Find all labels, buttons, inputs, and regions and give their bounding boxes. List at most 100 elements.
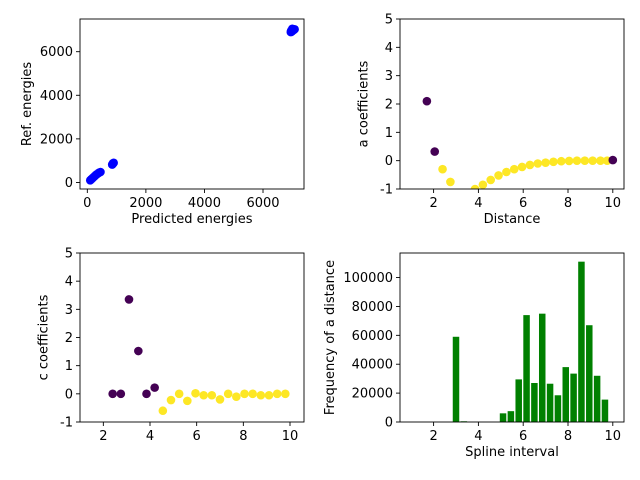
y-tick-label: 6000 bbox=[40, 45, 73, 60]
data-point bbox=[215, 395, 225, 404]
data-point bbox=[509, 164, 519, 174]
y-tick-label: 40000 bbox=[352, 358, 393, 373]
data-point bbox=[183, 396, 192, 406]
plot-area-2 bbox=[422, 96, 618, 189]
data-point bbox=[223, 389, 233, 399]
data-point bbox=[494, 171, 503, 180]
data-point bbox=[134, 346, 143, 356]
axes-frame bbox=[79, 18, 305, 190]
bar bbox=[593, 375, 601, 422]
x-tick-label: 6 bbox=[519, 429, 527, 444]
data-point bbox=[174, 389, 184, 399]
y-tick-label: 5 bbox=[385, 13, 393, 28]
data-point bbox=[142, 389, 151, 399]
x-tick-label: 8 bbox=[239, 429, 247, 444]
x-axis-label: Predicted energies bbox=[131, 212, 252, 227]
bar bbox=[531, 383, 538, 422]
data-point bbox=[430, 147, 440, 156]
y-axis-label: a coefficients bbox=[356, 60, 371, 147]
bar bbox=[523, 315, 530, 422]
data-point bbox=[588, 156, 597, 165]
data-point bbox=[232, 392, 241, 401]
y-tick-label: 100000 bbox=[343, 271, 393, 286]
subplot-4: 2 4 6 8 10 0 20000 40000 60000 80000 100000 Spline … bbox=[323, 252, 625, 460]
data-point bbox=[438, 164, 447, 174]
data-point bbox=[286, 26, 296, 36]
y-tick-label: 0 bbox=[65, 176, 73, 191]
data-point bbox=[207, 390, 217, 400]
bar bbox=[570, 373, 577, 422]
x-tick-label: 6 bbox=[193, 429, 201, 444]
y-tick-label: 1 bbox=[65, 359, 73, 374]
data-point bbox=[541, 158, 550, 167]
x-tick-label: 0 bbox=[83, 196, 91, 211]
data-point bbox=[572, 156, 582, 165]
data-point bbox=[272, 389, 282, 399]
y-tick-label: 5 bbox=[65, 247, 73, 262]
subplot-3: 2 4 6 8 10 -1 0 1 2 3 4 5 c coefficients bbox=[36, 247, 305, 444]
x-tick-label: 2 bbox=[429, 196, 437, 211]
data-point bbox=[502, 167, 511, 177]
data-point bbox=[158, 406, 168, 416]
data-point bbox=[199, 390, 208, 400]
y-tick-label: 4000 bbox=[40, 89, 73, 104]
x-axis-label: Spline interval bbox=[465, 445, 559, 460]
data-point bbox=[564, 156, 574, 166]
y-tick-label: -1 bbox=[60, 416, 73, 431]
bar bbox=[578, 261, 585, 422]
data-point bbox=[596, 156, 605, 165]
data-point bbox=[556, 156, 566, 166]
x-tick-label: 4 bbox=[474, 196, 482, 211]
data-point bbox=[478, 180, 488, 189]
y-tick-label: 4 bbox=[65, 275, 73, 290]
x-tick-label: 4000 bbox=[188, 196, 221, 211]
data-point bbox=[116, 389, 126, 399]
x-tick-label: 4 bbox=[474, 429, 482, 444]
data-point bbox=[248, 389, 257, 399]
bar bbox=[546, 383, 554, 422]
data-point bbox=[150, 383, 159, 392]
y-tick-label: 60000 bbox=[352, 329, 393, 344]
plot-area-3 bbox=[108, 295, 290, 416]
y-tick-label: 2 bbox=[65, 331, 73, 346]
data-point bbox=[166, 395, 176, 405]
y-axis-label: c coefficients bbox=[36, 294, 51, 380]
data-point bbox=[608, 155, 618, 165]
x-tick-label: 2 bbox=[429, 429, 437, 444]
axes-frame bbox=[399, 252, 625, 423]
y-tick-label: 80000 bbox=[352, 300, 393, 315]
data-point bbox=[264, 390, 274, 400]
plot-area-1 bbox=[85, 24, 299, 185]
bar bbox=[515, 379, 522, 422]
y-axis-label: Ref. energies bbox=[20, 62, 35, 147]
y-tick-label: 0 bbox=[385, 416, 393, 431]
x-axis-label: Distance bbox=[484, 212, 541, 227]
subplot-2: 2 4 6 8 10 -1 0 1 2 3 4 5 Distance a coefficients bbox=[356, 13, 625, 227]
data-point bbox=[549, 157, 558, 167]
y-tick-label: 1 bbox=[385, 126, 393, 141]
bar bbox=[601, 399, 609, 422]
data-point bbox=[108, 389, 117, 399]
x-tick-label: 8 bbox=[564, 196, 572, 211]
data-point bbox=[486, 175, 496, 185]
bar bbox=[554, 395, 562, 422]
data-point bbox=[446, 177, 455, 187]
bar bbox=[499, 413, 507, 422]
x-tick-label: 8 bbox=[564, 429, 572, 444]
data-point bbox=[96, 167, 105, 177]
y-tick-label: 0 bbox=[65, 387, 73, 402]
y-axis-label: Frequency of a distance bbox=[323, 260, 338, 415]
y-tick-label: 3 bbox=[65, 303, 73, 318]
data-point bbox=[108, 158, 118, 168]
y-tick-label: 2000 bbox=[40, 132, 73, 147]
data-point bbox=[517, 162, 527, 172]
data-point bbox=[580, 156, 590, 165]
data-point bbox=[533, 159, 543, 168]
y-tick-label: 4 bbox=[385, 41, 393, 56]
x-tick-label: 10 bbox=[605, 429, 622, 444]
data-point bbox=[191, 388, 200, 398]
x-tick-label: 2000 bbox=[129, 196, 162, 211]
data-point bbox=[525, 160, 535, 170]
